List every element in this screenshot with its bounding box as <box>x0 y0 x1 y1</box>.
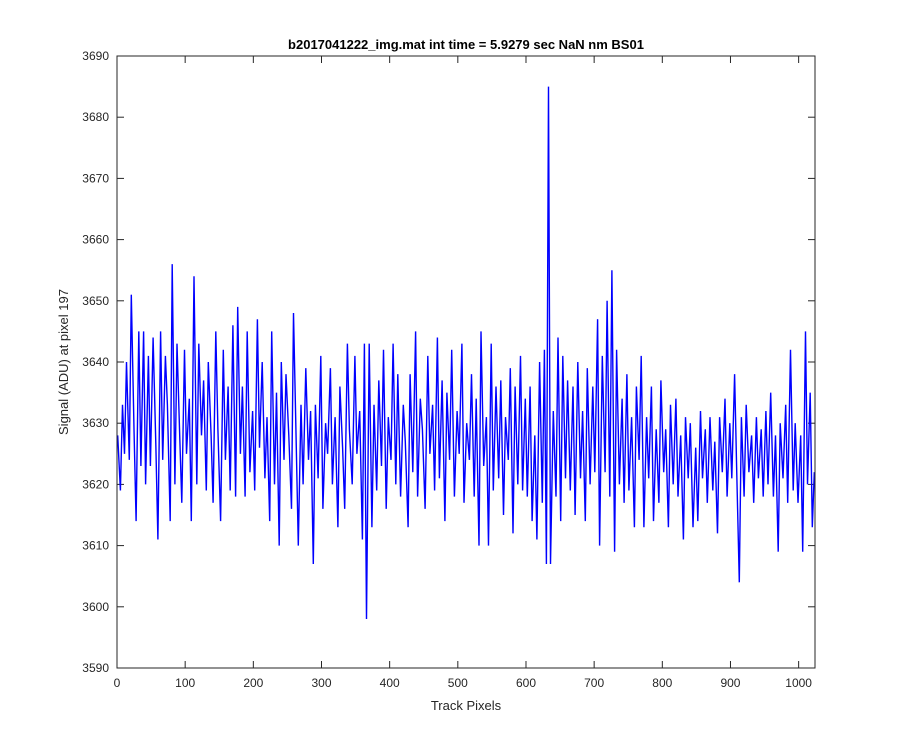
series-line <box>117 86 815 620</box>
series-layer <box>117 86 815 620</box>
x-tick-label: 400 <box>380 676 400 690</box>
x-tick-label: 100 <box>175 676 195 690</box>
x-tick-label: 200 <box>243 676 263 690</box>
x-tick-label: 0 <box>114 676 121 690</box>
y-tick-label: 3630 <box>82 416 109 430</box>
y-tick-label: 3680 <box>82 110 109 124</box>
y-tick-label: 3690 <box>82 49 109 63</box>
x-tick-label: 500 <box>448 676 468 690</box>
x-tick-label: 1000 <box>785 676 812 690</box>
y-tick-label: 3670 <box>82 171 109 185</box>
plot-area-border <box>116 55 816 669</box>
y-axis: 3590 3600 3610 3620 3630 3640 3650 3660 3670 3680… <box>82 49 815 675</box>
y-tick-label: 3600 <box>82 600 109 614</box>
x-tick-label: 300 <box>311 676 331 690</box>
y-tick-label: 3610 <box>82 539 109 553</box>
x-tick-label: 600 <box>516 676 536 690</box>
x-tick-label: 900 <box>720 676 740 690</box>
y-axis-label: Signal (ADU) at pixel 197 <box>56 289 71 435</box>
y-tick-label: 3620 <box>82 477 109 491</box>
y-tick-label: 3590 <box>82 661 109 675</box>
plot-area-background <box>117 56 815 668</box>
y-tick-label: 3640 <box>82 355 109 369</box>
x-tick-label: 800 <box>652 676 672 690</box>
chart-title: b2017041222_img.mat int time = 5.9279 se… <box>288 37 644 52</box>
y-tick-label: 3650 <box>82 294 109 308</box>
x-axis: 0 100 200 300 400 500 600 700 800 900 1000 <box>114 56 812 690</box>
y-tick-label: 3660 <box>82 233 109 247</box>
x-axis-label: Track Pixels <box>431 698 502 713</box>
x-tick-label: 700 <box>584 676 604 690</box>
